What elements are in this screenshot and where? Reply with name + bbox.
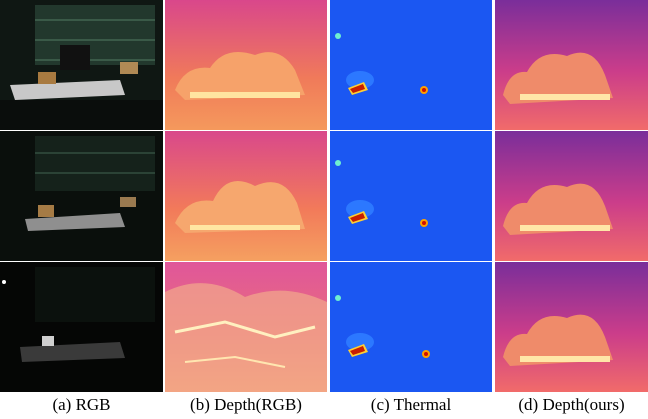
caption-depth-rgb: (b) Depth(RGB)	[190, 395, 302, 414]
thermal-row-2	[330, 131, 492, 261]
rgb-row-2	[0, 131, 163, 261]
column-rgb	[0, 0, 163, 392]
caption-thermal: (c) Thermal	[370, 395, 452, 414]
depth-rgb-row-2	[165, 131, 327, 261]
depth-ours-row-1	[495, 0, 648, 130]
column-depth-ours	[495, 0, 648, 392]
caption-rgb: (a) RGB	[52, 395, 111, 414]
depth-rgb-row-1	[165, 0, 327, 130]
thermal-row-3	[330, 262, 492, 392]
rgb-row-3	[0, 262, 163, 392]
column-thermal	[330, 0, 492, 392]
image-grid	[0, 0, 648, 392]
depth-ours-row-2	[495, 131, 648, 261]
caption-depth-ours: (d) Depth(ours)	[518, 395, 625, 414]
column-depth-rgb	[165, 0, 327, 392]
depth-ours-row-3	[495, 262, 648, 392]
thermal-row-1	[330, 0, 492, 130]
depth-rgb-row-3	[165, 262, 327, 392]
rgb-row-1	[0, 0, 163, 130]
